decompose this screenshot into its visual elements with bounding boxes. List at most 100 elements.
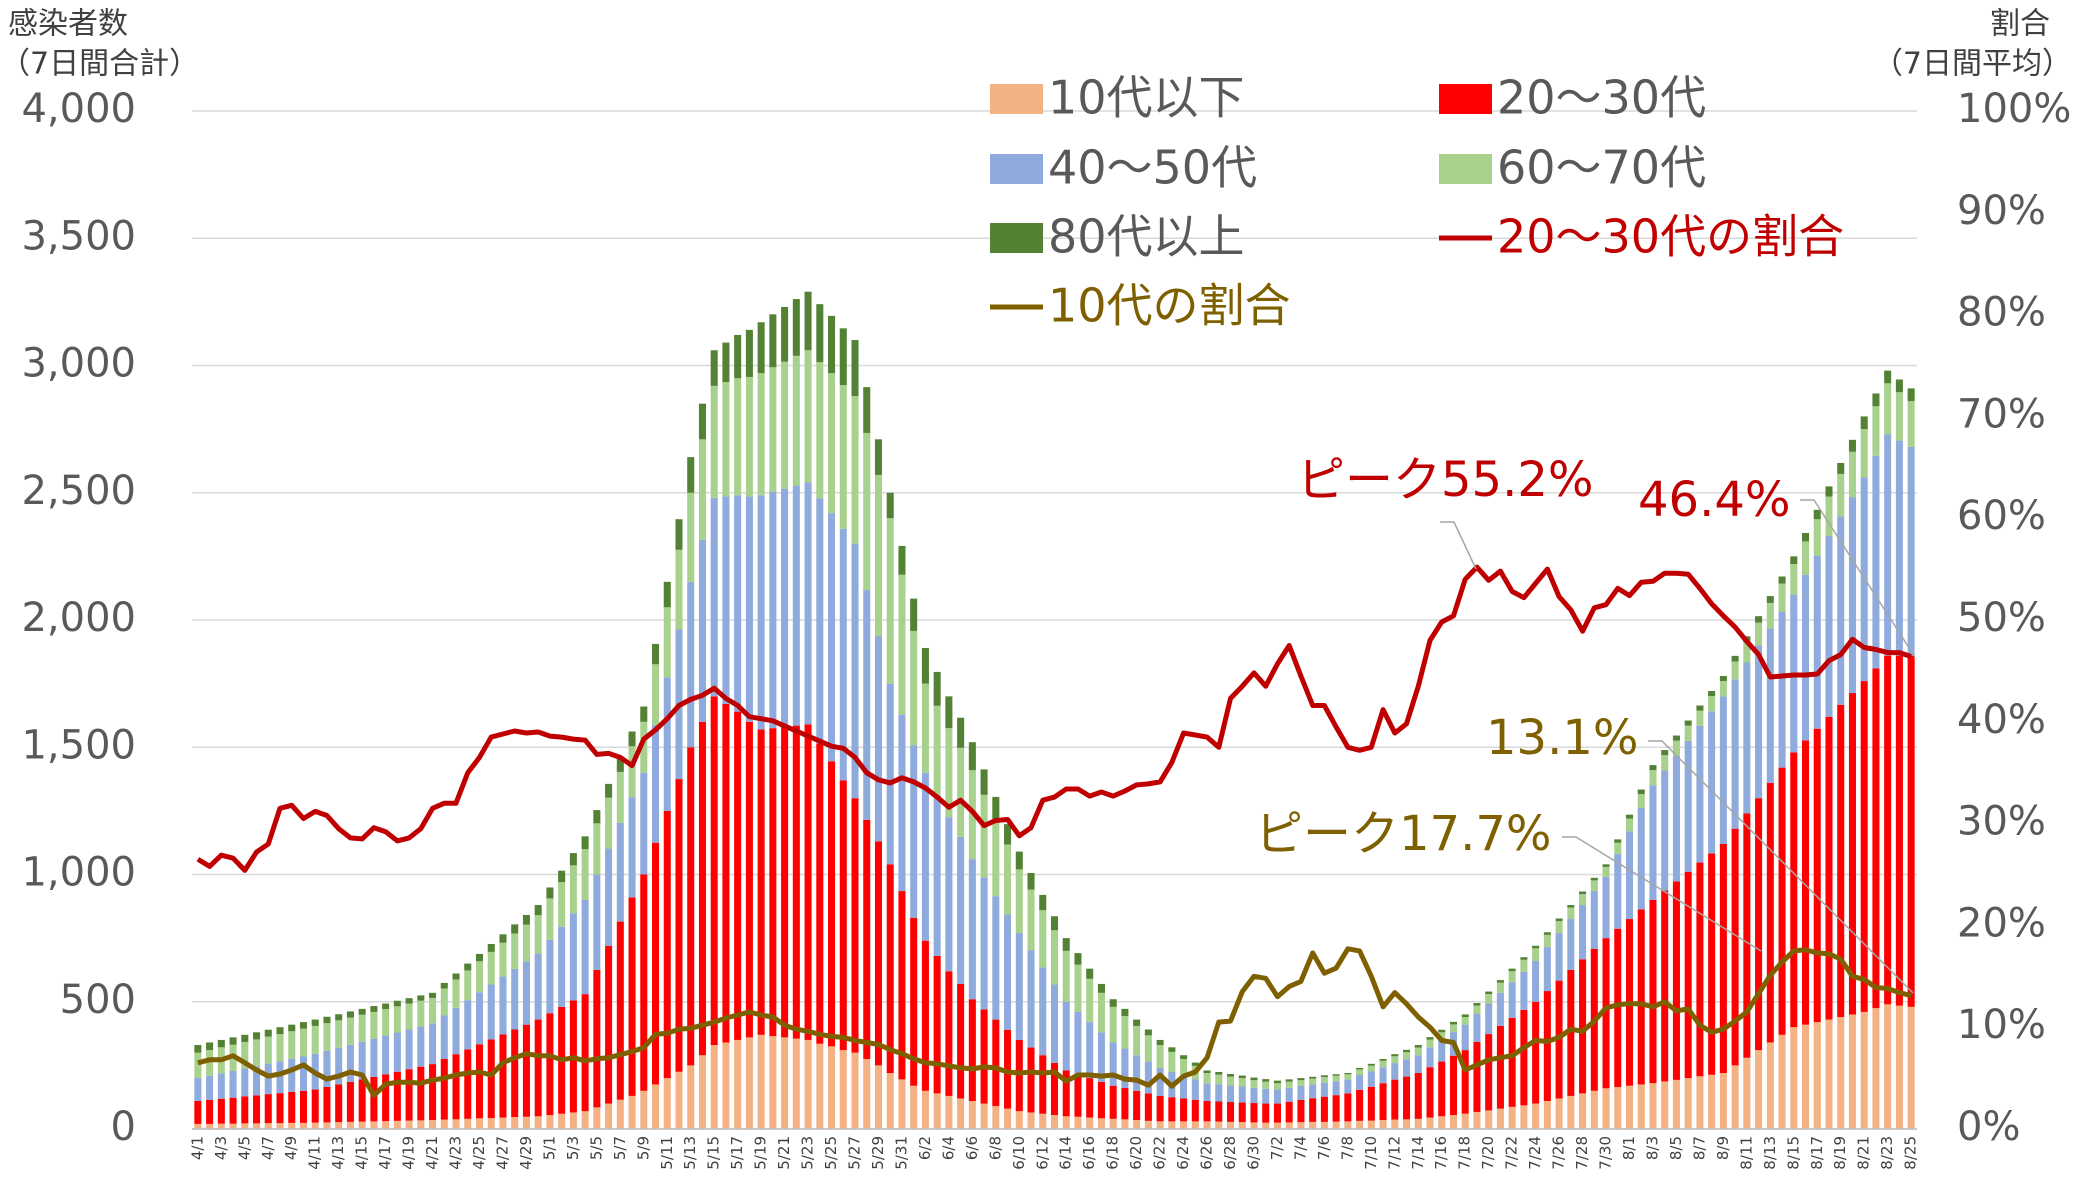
bar-segment (1414, 1055, 1422, 1074)
bar-segment (1848, 439, 1856, 452)
bar-segment (769, 1036, 777, 1129)
bar-segment (276, 1027, 284, 1035)
x-tick-label: 7/18 (1456, 1136, 1474, 1170)
bar-segment (546, 887, 554, 899)
bar-segment (968, 742, 976, 771)
bar-segment (1133, 1120, 1141, 1129)
annotation: 46.4% (1638, 472, 1790, 528)
bar-segment (933, 705, 941, 795)
bar-segment (522, 914, 530, 925)
bar-segment (311, 1089, 319, 1123)
x-tick-label: 8/5 (1667, 1136, 1685, 1160)
bar-segment (1320, 1121, 1328, 1129)
legend-item: 10代以下 (990, 71, 1245, 125)
bar-segment (1907, 388, 1915, 402)
bar-segment (1062, 1116, 1070, 1129)
bar-segment (1332, 1081, 1340, 1096)
bar-segment (1109, 999, 1117, 1007)
bar-segment (687, 492, 695, 582)
bar-segment (710, 1045, 718, 1129)
bar-segment (1180, 1059, 1188, 1076)
bar-segment (968, 859, 976, 1000)
x-tick-label: 7/14 (1409, 1136, 1427, 1170)
bar-segment (1895, 1005, 1903, 1129)
bar-segment (1802, 541, 1810, 575)
legend-label: 40〜50代 (1048, 141, 1257, 195)
bar-segment (335, 1084, 343, 1123)
bar-segment (522, 1024, 530, 1117)
bar-segment (1144, 1120, 1152, 1129)
bar-segment (1696, 710, 1704, 726)
bar-segment (1367, 1063, 1375, 1066)
x-tick-label: 8/11 (1737, 1136, 1755, 1170)
bar-segment (1320, 1075, 1328, 1078)
bar-segment (487, 943, 495, 952)
bar-segment (1661, 890, 1669, 1082)
bar-segment (1708, 696, 1716, 712)
bar-segment (1109, 1118, 1117, 1129)
bar-segment (1309, 1084, 1317, 1099)
bar-segment (1356, 1069, 1364, 1076)
bar-segment (417, 1000, 425, 1027)
bar-segment (687, 457, 695, 493)
bar-segment (1227, 1074, 1235, 1077)
bar-segment (1144, 1061, 1152, 1094)
bar-segment (1156, 1121, 1164, 1129)
bar-segment (1238, 1075, 1246, 1079)
x-tick-label: 6/4 (939, 1136, 957, 1160)
x-tick-label: 5/15 (705, 1136, 723, 1170)
bar-segment (1320, 1096, 1328, 1122)
bar-segment (1449, 1021, 1457, 1025)
bar-segment (1086, 1078, 1094, 1118)
bar-segment (452, 1119, 460, 1129)
bar-segment (569, 913, 577, 1001)
bar-segment (1449, 1024, 1457, 1033)
bar-segment (616, 1099, 624, 1129)
bar-segment (581, 899, 589, 995)
bar-segment (335, 1014, 343, 1021)
bar-segment (511, 1117, 519, 1129)
bar-segment (1790, 752, 1798, 1028)
bar-segment (698, 439, 706, 540)
bar-segment (1649, 770, 1657, 786)
x-tick-label: 5/31 (892, 1136, 910, 1170)
bar-segment (1438, 1061, 1446, 1117)
bar-segment (382, 1035, 390, 1075)
bar-segment (1097, 983, 1105, 993)
bar-segment (839, 1050, 847, 1129)
bar-segment (816, 362, 824, 499)
bar-segment (1050, 984, 1059, 1063)
x-tick-label: 7/12 (1385, 1136, 1403, 1170)
bar-segment (1414, 1073, 1422, 1119)
bar-segment (1332, 1121, 1340, 1129)
x-tick-label: 5/1 (540, 1136, 558, 1160)
bar-segment (757, 1034, 765, 1129)
y-tick-label: 2,500 (21, 468, 136, 514)
bar-segment (769, 728, 777, 1037)
bar-segment (1766, 628, 1774, 783)
bar-segment (1825, 496, 1833, 537)
x-tick-label: 8/19 (1831, 1136, 1849, 1170)
x-tick-label: 4/27 (493, 1136, 511, 1170)
bar-segment (1074, 964, 1082, 1012)
bar-segment (1719, 696, 1727, 844)
bar-segment (1403, 1059, 1411, 1077)
bar-segment (487, 1118, 495, 1129)
x-tick-label: 8/7 (1690, 1136, 1708, 1160)
x-tick-label: 8/13 (1761, 1136, 1779, 1170)
bar-segment (851, 798, 859, 1053)
bar-segment (264, 1094, 272, 1124)
bar-segment (311, 1025, 319, 1054)
bar-segment (1203, 1101, 1211, 1122)
bar-segment (346, 1017, 354, 1045)
bar-segment (1004, 844, 1012, 915)
bar-segment (1614, 928, 1622, 1088)
bar-segment (1778, 583, 1786, 612)
bar-segment (429, 1064, 437, 1121)
bar-segment (1907, 1006, 1915, 1129)
bar-segment (933, 1093, 941, 1129)
bar-segment (757, 373, 765, 496)
bar-segment (1579, 891, 1587, 895)
bar-segment (393, 1071, 401, 1121)
bar-segment (593, 823, 601, 875)
